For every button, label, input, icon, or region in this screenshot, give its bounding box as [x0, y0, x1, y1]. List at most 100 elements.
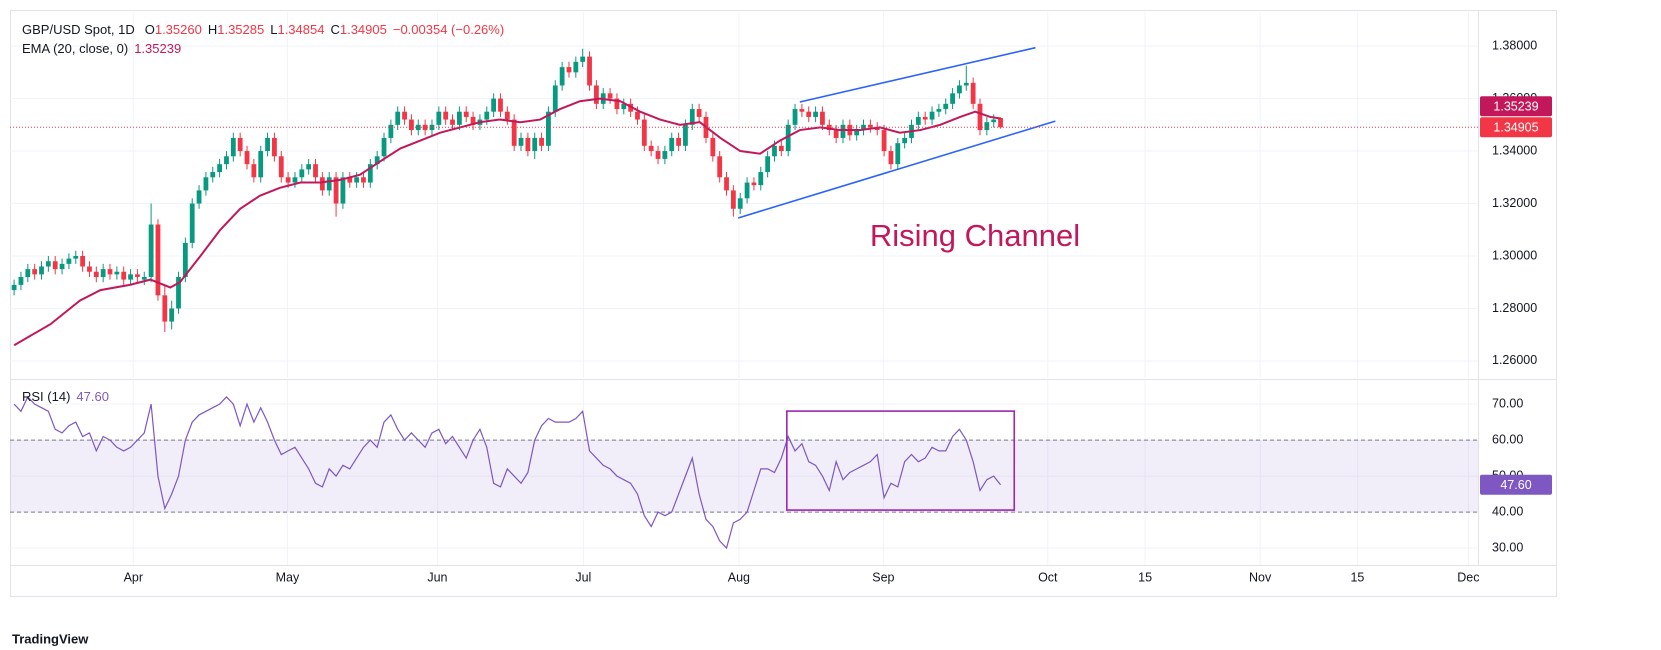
legend-key: O — [145, 22, 155, 37]
legend-name: RSI (14) — [22, 389, 70, 404]
candle-body — [765, 156, 771, 173]
candle-body — [32, 269, 38, 275]
candle-body — [135, 274, 140, 277]
candle-body — [107, 269, 113, 275]
ema-legend: EMA (20, close, 0) 1.35239 — [22, 41, 181, 56]
candle-body — [683, 124, 688, 146]
candle-body — [299, 169, 305, 178]
candle-body — [888, 151, 894, 165]
candle-body — [895, 143, 901, 165]
candle-body — [265, 137, 270, 152]
x-tick-label: Nov — [1249, 570, 1272, 584]
candle-body — [840, 124, 846, 138]
candle-body — [881, 130, 887, 152]
candle-body — [313, 164, 318, 178]
candle-body — [162, 295, 168, 322]
x-tick-label: Aug — [728, 570, 750, 584]
candle-body — [504, 111, 510, 120]
legend-value: 1.35260 — [155, 22, 202, 37]
candle-body — [470, 116, 476, 125]
x-tick-label: May — [276, 570, 300, 584]
candle-body — [141, 276, 147, 280]
candle-body — [566, 67, 572, 73]
candle-body — [182, 242, 188, 277]
candle-body — [957, 85, 962, 94]
branding: TradingView — [12, 631, 89, 646]
candle-body — [340, 177, 346, 204]
candle-body — [285, 177, 291, 183]
candle-body — [251, 164, 257, 178]
candle-body — [333, 177, 339, 204]
candle-body — [450, 119, 455, 125]
candle-body — [429, 124, 435, 131]
candle-body — [587, 56, 592, 86]
candle-body — [772, 145, 777, 157]
candle-body — [422, 124, 428, 131]
candle-body — [991, 119, 997, 123]
x-tick-label: Oct — [1038, 570, 1058, 584]
candle-body — [799, 109, 805, 112]
candle-body — [484, 111, 490, 120]
candle-body — [614, 98, 620, 110]
candle-body — [278, 156, 284, 178]
price-badge — [1480, 96, 1552, 117]
candle-body — [861, 124, 866, 131]
y-tick-label: 40.00 — [1492, 504, 1523, 518]
candle-body — [977, 103, 983, 131]
candle-body — [546, 111, 551, 146]
x-tick-label: 15 — [1138, 570, 1152, 584]
candle-body — [52, 261, 58, 270]
candle-body — [902, 137, 908, 144]
candle-body — [717, 156, 723, 178]
y-tick-label: 70.00 — [1492, 396, 1523, 410]
trendline — [737, 120, 1056, 219]
y-tick-label: 1.32000 — [1492, 196, 1537, 210]
candle-body — [915, 116, 921, 125]
candle-body — [689, 109, 695, 125]
candle-body — [498, 98, 503, 112]
candle-body — [662, 151, 668, 159]
candle-body — [559, 67, 565, 86]
candle-body — [655, 151, 661, 159]
candle-body — [258, 151, 264, 178]
candle-body — [155, 224, 161, 296]
candle-body — [114, 271, 120, 275]
candle-body — [93, 271, 99, 277]
candle-body — [128, 274, 133, 280]
candle-body — [217, 164, 223, 173]
y-tick-label: 1.30000 — [1492, 248, 1537, 262]
candle-body — [210, 172, 216, 178]
candle-body — [998, 117, 1003, 128]
legend-value: 1.35285 — [217, 22, 264, 37]
candle-body — [224, 156, 229, 165]
rsi-legend: RSI (14) 47.60 — [22, 389, 109, 404]
candle-body — [443, 111, 449, 120]
candle-body — [176, 276, 181, 309]
candle-body — [936, 109, 942, 112]
candle-body — [532, 137, 538, 152]
x-tick-label: Dec — [1457, 570, 1479, 584]
legend-title: GBP/USD Spot, 1D — [22, 22, 135, 37]
candle-body — [744, 182, 750, 199]
x-tick-label: 15 — [1350, 570, 1364, 584]
candle-body — [511, 119, 517, 146]
candle-body — [950, 93, 955, 104]
rsi-badge-label: 47.60 — [1500, 478, 1531, 492]
candle-body — [778, 145, 784, 152]
candle-body — [491, 98, 497, 112]
legend-value: 1.34905 — [340, 22, 387, 37]
candle-body — [306, 164, 312, 170]
candle-body — [66, 258, 72, 264]
rsi-line — [13, 395, 1002, 550]
candle-body — [230, 137, 236, 157]
y-tick-label: 60.00 — [1492, 432, 1523, 446]
candle-body — [80, 256, 86, 267]
candle-body — [361, 177, 366, 183]
candle-body — [436, 111, 442, 125]
legend-change: −0.00354 (−0.26%) — [393, 22, 504, 37]
candle-body — [963, 82, 969, 86]
legend-value: 1.35239 — [134, 41, 181, 56]
candle-body — [943, 103, 949, 110]
